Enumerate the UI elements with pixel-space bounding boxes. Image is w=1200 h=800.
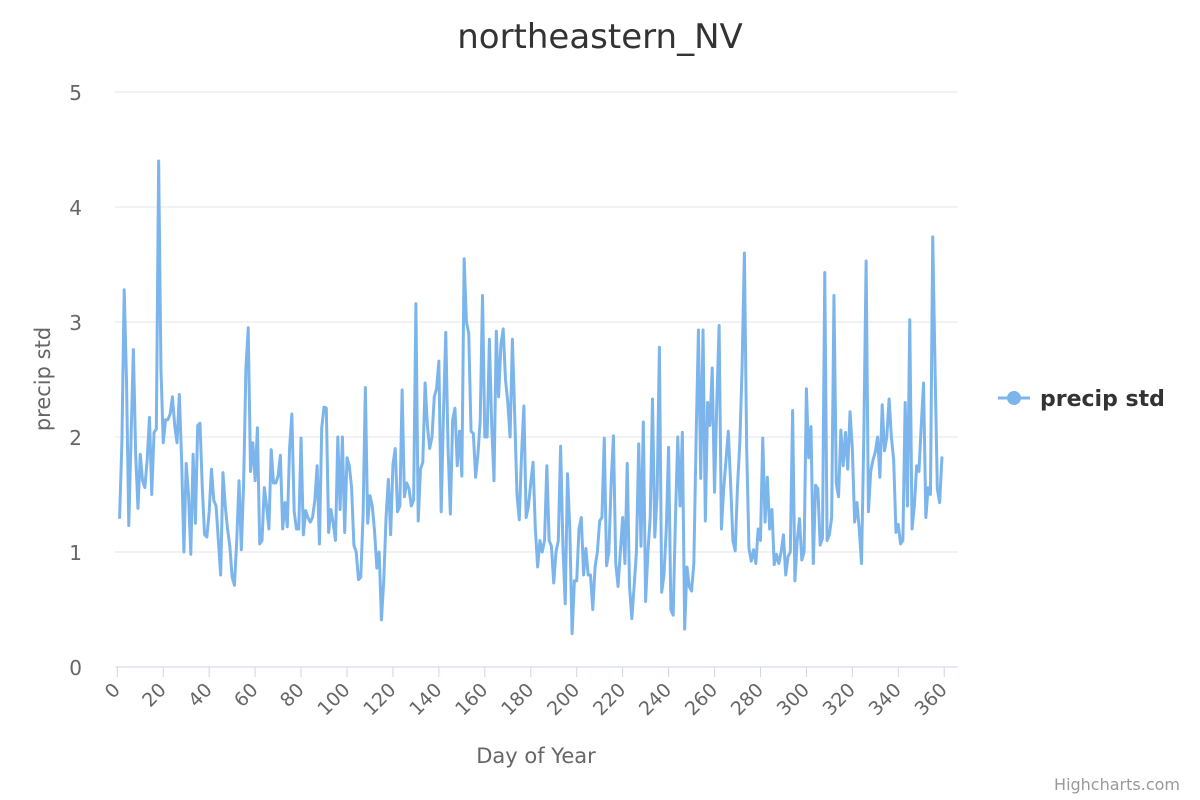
- y-tick-label: 3: [69, 311, 82, 335]
- x-axis-label: Day of Year: [476, 744, 596, 768]
- series-precip-std[interactable]: [118, 159, 944, 636]
- y-gridlines: [115, 91, 958, 553]
- y-tick-label: 4: [69, 196, 82, 220]
- legend-item-precip-std[interactable]: precip std: [1040, 387, 1165, 412]
- legend[interactable]: precip std: [998, 387, 1165, 412]
- legend-marker: [1007, 391, 1021, 405]
- y-tick-label: 1: [69, 541, 82, 565]
- y-axis-tick-labels: 0 1 2 3 4 5: [69, 81, 82, 680]
- series-line[interactable]: [118, 159, 944, 636]
- chart-title: northeastern_NV: [457, 17, 743, 57]
- y-tick-label: 2: [69, 426, 82, 450]
- y-tick-label: 5: [69, 81, 82, 105]
- y-tick-label: 0: [69, 656, 82, 680]
- credits-link[interactable]: Highcharts.com: [1054, 775, 1180, 794]
- y-axis-label: precip std: [31, 327, 55, 431]
